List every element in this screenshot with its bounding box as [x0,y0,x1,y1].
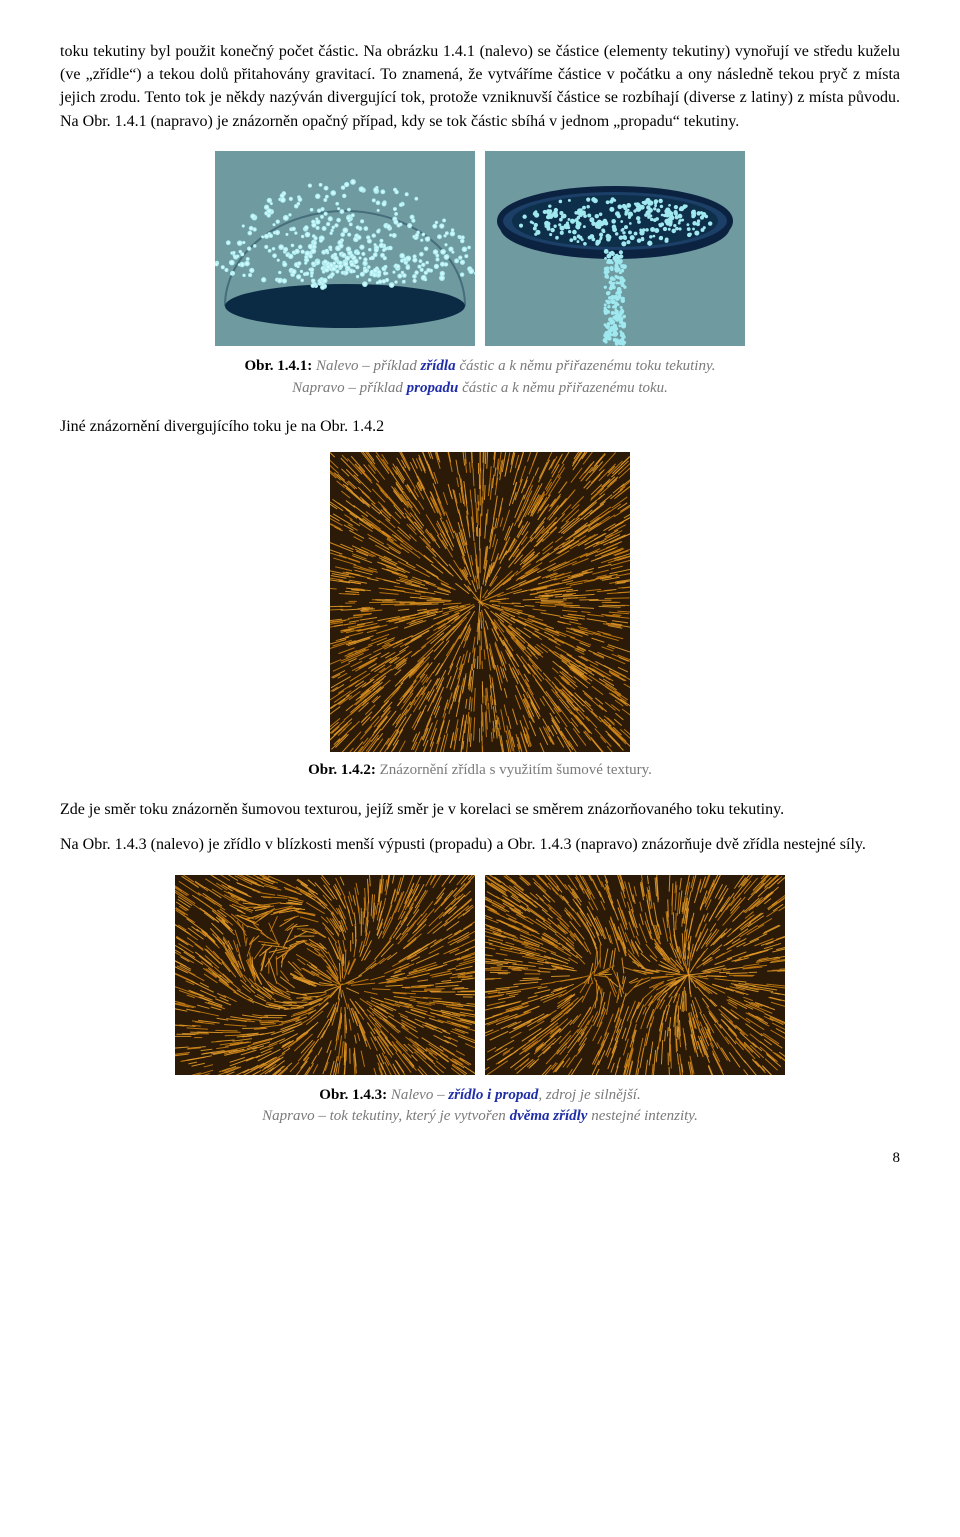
figure-1-4-2 [60,452,900,752]
caption-1-4-2: Obr. 1.4.2: Znázornění zřídla s využitím… [60,760,900,782]
figure-1-4-1-right [485,151,745,346]
figure-1-4-1 [60,151,900,346]
figure-1-4-2-panel [330,452,630,752]
page-number: 8 [60,1148,900,1170]
caption-1-4-1-label: Obr. 1.4.1: [244,358,312,374]
figure-1-4-3 [60,875,900,1075]
caption-1-4-3-label: Obr. 1.4.3: [319,1087,387,1103]
paragraph-4: Na Obr. 1.4.3 (nalevo) je zřídlo v blízk… [60,833,900,856]
paragraph-1: toku tekutiny byl použit konečný počet č… [60,40,900,133]
caption-1-4-1: Obr. 1.4.1: Nalevo – příklad zřídla část… [60,356,900,400]
figure-1-4-3-right [485,875,785,1075]
caption-1-4-2-label: Obr. 1.4.2: [308,762,376,778]
paragraph-3: Zde je směr toku znázorněn šumovou textu… [60,798,900,821]
caption-1-4-3: Obr. 1.4.3: Nalevo – zřídlo i propad, zd… [60,1085,900,1129]
paragraph-2: Jiné znázornění divergujícího toku je na… [60,415,900,438]
figure-1-4-3-left [175,875,475,1075]
figure-1-4-1-left [215,151,475,346]
